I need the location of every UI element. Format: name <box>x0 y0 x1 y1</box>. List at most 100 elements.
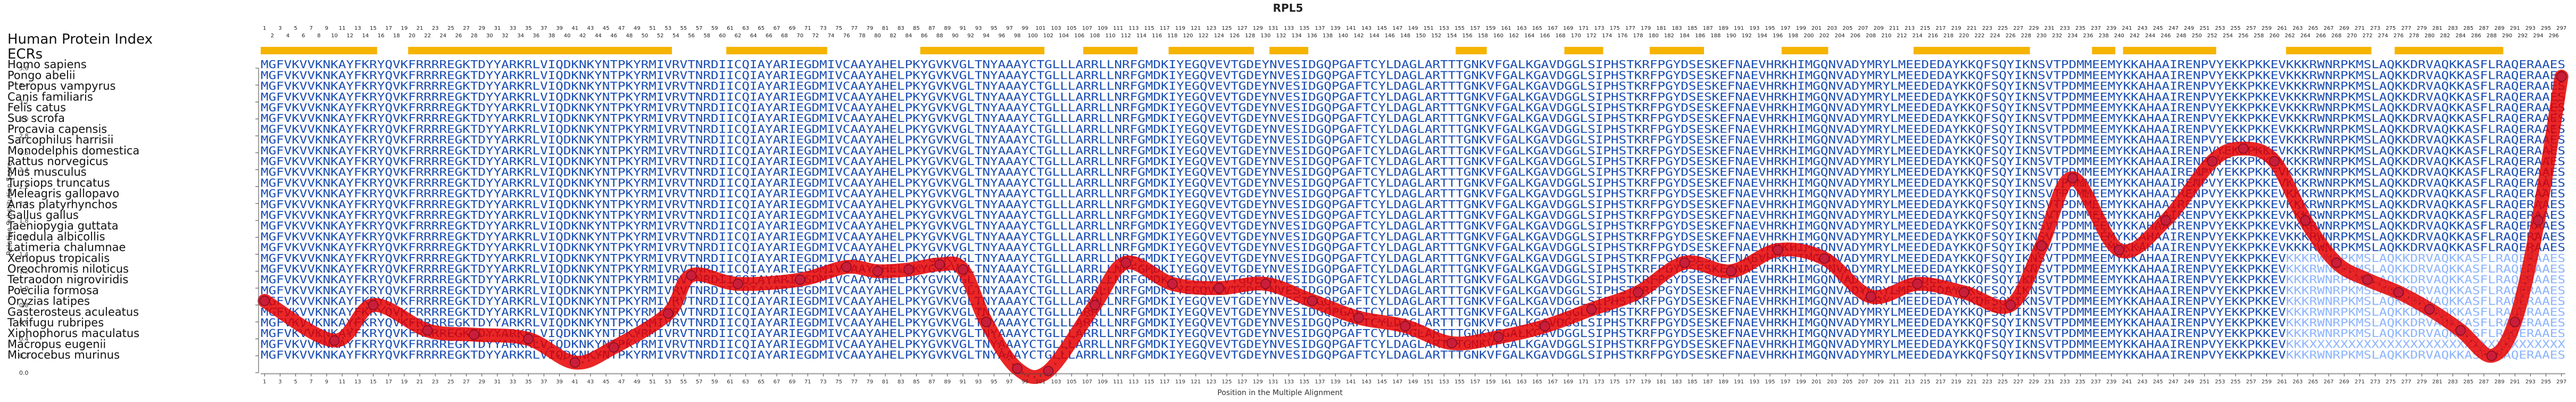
x-tick-label: 157 <box>1470 379 1480 385</box>
human-index-tick: 6 <box>302 33 305 39</box>
human-index-tick: 237 <box>2091 26 2101 31</box>
x-tick-label: 181 <box>1656 379 1666 385</box>
species-label: Tetraodon nigroviridis <box>7 273 128 286</box>
ecr-block <box>1913 47 2030 54</box>
x-tick-label: 209 <box>1874 379 1884 385</box>
data-point <box>2114 244 2125 256</box>
human-index-tick: 186 <box>1695 33 1705 39</box>
data-point <box>1912 278 1923 289</box>
x-tick-label: 89 <box>944 379 951 385</box>
x-tick-label: 161 <box>1501 379 1511 385</box>
human-index-tick: 156 <box>1462 33 1473 39</box>
human-index-tick: 288 <box>2487 33 2497 39</box>
human-index-tick: 289 <box>2494 26 2504 31</box>
species-label: Macropus eugenii <box>7 338 106 350</box>
y-tick-label: 0.4 <box>19 335 29 342</box>
x-tick-label: 183 <box>1672 379 1682 385</box>
human-index-tick: 131 <box>1268 26 1278 31</box>
human-index-tick: 214 <box>1913 33 1923 39</box>
x-tick-label: 285 <box>2463 379 2473 385</box>
human-index-tick: 67 <box>774 26 780 31</box>
x-tick-label: 1 <box>263 379 266 385</box>
x-tick-label: 205 <box>1842 379 1852 385</box>
human-index-tick: 266 <box>2316 33 2326 39</box>
alignment-conserved-segment: MGFVKVVKNKAYFKRYQVKFRRRREGKTDYYARKRLVIQD… <box>261 122 2286 135</box>
alignment-conserved-segment: MGFVKVVKNKAYFKRYQVKFRRRREGKTDYYARKRLVIQD… <box>261 219 2286 232</box>
human-index-tick: 17 <box>385 26 392 31</box>
x-tick-label: 151 <box>1424 379 1434 385</box>
human-index-tick: 19 <box>401 26 408 31</box>
ecr-block <box>2395 47 2504 54</box>
human-index-tick: 44 <box>595 33 602 39</box>
human-index-tick: 133 <box>1284 26 1294 31</box>
human-index-tick: 229 <box>2029 26 2039 31</box>
x-tick-label: 25 <box>447 379 454 385</box>
human-index-tick: 166 <box>1540 33 1550 39</box>
y-tick-label: 3.4 <box>19 82 29 89</box>
ecr-block <box>1083 47 1138 54</box>
species-label: Mus musculus <box>7 166 87 178</box>
human-index-tick: 295 <box>2541 26 2551 31</box>
human-index-tick: 279 <box>2417 26 2427 31</box>
x-tick-label: 267 <box>2324 379 2334 385</box>
human-index-tick: 104 <box>1059 33 1069 39</box>
human-index-tick: 134 <box>1292 33 1302 39</box>
human-index-tick: 29 <box>478 26 485 31</box>
human-index-tick: 291 <box>2510 26 2520 31</box>
substitution-curve <box>257 69 2569 384</box>
alignment-row: MGFVKVVKNKAYFKRYQVKFRRRREGKTDYYARKRLVIQD… <box>261 91 2565 103</box>
alignment-conserved-segment: MGFVKVVKNKAYFKRYQVKFRRRREGKTDYYARKRLVIQD… <box>261 112 2286 125</box>
data-point <box>2160 215 2171 226</box>
x-tick-label: 49 <box>634 379 641 385</box>
x-tick-label: 103 <box>1051 379 1061 385</box>
x-tick-label: 95 <box>991 379 998 385</box>
human-index-tick: 18 <box>393 33 400 39</box>
species-label: Xenopus tropicalis <box>7 252 110 265</box>
human-index-tick: 59 <box>711 26 718 31</box>
human-index-tick: 169 <box>1563 26 1573 31</box>
species-label: Anas platyrhynchos <box>7 198 118 211</box>
human-index-tick: 259 <box>2262 26 2272 31</box>
data-point <box>2067 173 2078 184</box>
x-tick-label: 121 <box>1191 379 1201 385</box>
data-point <box>1167 278 1178 289</box>
alignment-row: MGFVKVVKNKAYFKRYQVKFRRRREGKTDYYARKRLVIQD… <box>261 176 2565 189</box>
species-label: Sarcophilus harrisii <box>7 134 114 146</box>
data-point <box>1958 287 1970 298</box>
x-tick-label: 255 <box>2231 379 2241 385</box>
data-point <box>872 266 883 277</box>
x-tick-label: 207 <box>1858 379 1868 385</box>
human-index-tick: 219 <box>1951 26 1961 31</box>
data-point <box>2486 350 2497 361</box>
data-point <box>1214 283 1225 293</box>
x-tick-label: 105 <box>1067 379 1077 385</box>
human-index-tick: 196 <box>1773 33 1783 39</box>
ecr-block <box>2123 47 2216 54</box>
ecr-block <box>1269 47 1309 54</box>
data-point <box>2036 240 2047 251</box>
data-point <box>1043 366 1054 376</box>
human-index-tick: 33 <box>510 26 517 31</box>
x-tick-label: 279 <box>2417 379 2427 385</box>
human-index-tick: 79 <box>867 26 874 31</box>
human-index-tick: 53 <box>664 26 671 31</box>
human-index-tick: 205 <box>1842 26 1852 31</box>
human-index-tick: 160 <box>1493 33 1503 39</box>
human-index-tick: 58 <box>703 33 710 39</box>
data-point <box>1586 304 1597 315</box>
x-tick-label: 225 <box>1998 379 2008 385</box>
human-index-tick: 161 <box>1501 26 1511 31</box>
y-tick-label: 2.0 <box>19 200 29 207</box>
x-tick-label: 251 <box>2199 379 2209 385</box>
human-index-tick: 42 <box>579 33 586 39</box>
human-index-tick: 261 <box>2277 26 2287 31</box>
human-index-tick: 45 <box>603 26 610 31</box>
x-tick-label: 57 <box>696 379 703 385</box>
x-tick-label: 235 <box>2075 379 2085 385</box>
human-index-tick: 297 <box>2556 26 2566 31</box>
human-index-tick: 97 <box>1006 26 1013 31</box>
alignment-variable-segment: KKKRWNRPKMSLAQKKDRVAQKKASFLRAQERAAES <box>2286 69 2565 81</box>
human-index-tick: 109 <box>1098 26 1108 31</box>
human-index-tick: 81 <box>882 26 889 31</box>
